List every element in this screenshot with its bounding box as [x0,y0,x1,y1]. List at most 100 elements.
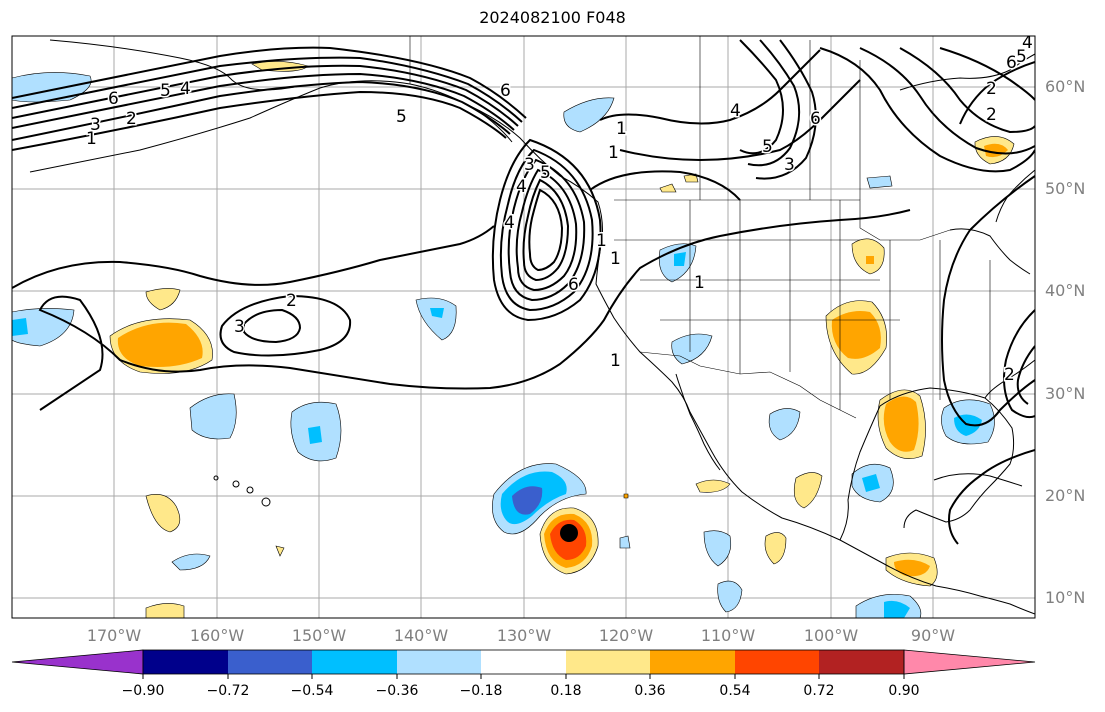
colorbar-bin-2 [228,650,312,674]
contour-label-1: 1 [86,129,97,149]
contour-alaska-2 [12,80,511,141]
fill-blob-gulf [883,396,919,452]
coastline-baja [675,373,721,471]
contour-label-5d: 5 [540,163,551,183]
fill-blob-tiny-1 [275,545,285,557]
fill-blob-nevada-core [674,252,686,266]
contour-east-4 [939,47,1035,101]
fill-blob-pacific-west-core [12,318,28,336]
gridlines [12,36,1035,618]
contour-east-2 [859,47,1035,155]
contour-label-3: 3 [90,115,101,135]
contour-1-outer [38,209,911,411]
lon-label-160w: 160°W [189,626,245,645]
contour-label-4c: 4 [730,101,741,121]
contour-label-4e: 4 [1022,33,1033,53]
contour-label-5e: 5 [1016,47,1027,67]
lat-label-40n: 40°N [1045,281,1086,300]
fill-blob-mexico-1 [768,408,801,441]
colorbar-tick-label: −0.36 [375,683,419,699]
colorbar-tick-label: 0.36 [634,683,666,699]
contour-alaska-5 [12,56,523,123]
colorbar-tick-label: −0.18 [459,683,503,699]
fill-blob-offshore-core [430,308,444,318]
borders [409,36,991,419]
contour-ridge-4 [747,39,801,167]
colorbar-tick-label: 0.90 [888,683,920,699]
contour-label-4: 4 [180,79,191,99]
contour-se-3 [1016,345,1035,405]
contour-label-1e: 1 [610,249,621,269]
anomaly-fills [12,61,1015,618]
lat-label-10n: 10°N [1045,588,1086,607]
contour-alaska-1 [12,90,507,151]
colorbar-tick-label: −0.90 [121,683,165,699]
coastline-gulf [839,387,1015,541]
contour-closed-low-3 [507,158,586,302]
colorbar-bin-1 [143,650,228,674]
contour-closed-low-4 [515,168,578,292]
coastline-hudson [899,53,1035,91]
fill-blob-mexico-2 [793,472,823,509]
coastline-alaska-north [49,39,301,91]
contour-label-5: 5 [160,81,171,101]
contour-closed-low-1 [491,138,602,322]
contour-trough-1 [12,225,495,289]
contour-closed-low-6 [528,188,564,272]
colorbar-tick-label: −0.54 [290,683,334,699]
contour-se-2 [1003,309,1035,419]
contour-closed-low-5 [522,178,570,282]
colorbar-bin-4 [397,650,481,674]
contour-label-2: 2 [126,109,137,129]
fill-blob-central-pacific-core [308,426,322,444]
colorbar-bin-6 [566,650,650,674]
contour-label-4b: 4 [516,177,527,197]
fill-blob-tiny-3 [623,493,629,499]
contour-label-6c: 6 [810,109,821,129]
contour-se-1 [941,175,1035,427]
island-hawaii-4 [261,497,271,507]
colorbar-bin-7 [650,650,735,674]
colorbar-bin-3 [312,650,397,674]
contour-ridge-5 [755,39,817,180]
fill-blob-tiny-2 [619,535,631,549]
lat-label-50n: 50°N [1045,179,1086,198]
contour-alaska-3 [12,72,515,131]
contour-label-1b: 1 [610,351,621,371]
island-hawaii-1 [213,475,219,481]
fill-blob-epac-2 [764,532,787,565]
lon-label-140w: 140°W [393,626,449,645]
lon-label-110w: 110°W [700,626,756,645]
contour-closed-low-2 [499,148,594,312]
contour-label-4d: 4 [504,213,515,233]
contour-label-1f: 1 [596,231,607,251]
colorbar-tick-label: 0.18 [550,683,582,699]
colorbar [11,649,1036,679]
coastline-caribbean [933,473,1023,487]
fill-blob-baja-north [671,333,713,365]
contour-gulf-1 [948,449,1035,545]
fill-blob-centam-core [894,559,930,577]
colorbar-tick-label: 0.54 [719,683,751,699]
contour-label-2d: 2 [1004,365,1015,385]
contour-label-3d: 3 [524,155,535,175]
contour-label-6b: 6 [500,81,511,101]
colorbar-bin-8 [735,650,819,674]
fill-blob-epac-1 [703,530,732,567]
colorbar-min-arrow [11,649,144,675]
contour-label-6d: 6 [568,275,579,295]
fill-blob-gulf-south-core [862,474,880,492]
contour-labels: 6 5 4 3 2 1 2 3 1 6 5 4 1 6 5 4 3 2 1 1 … [85,33,1035,387]
lat-label-30n: 30°N [1045,384,1086,403]
lon-label-100w: 100°W [803,626,859,645]
contour-label-1c: 1 [616,119,627,139]
lat-label-20n: 20°N [1045,486,1086,505]
island-hawaii-2 [232,480,240,488]
fill-blob-small-1 [866,175,893,189]
contour-ridge-3 [739,39,784,155]
colorbar-frame [142,649,905,675]
contour-low-3 [243,308,302,344]
fill-blob-high-yellow [145,288,181,311]
fill-blob-small-2 [659,183,677,193]
